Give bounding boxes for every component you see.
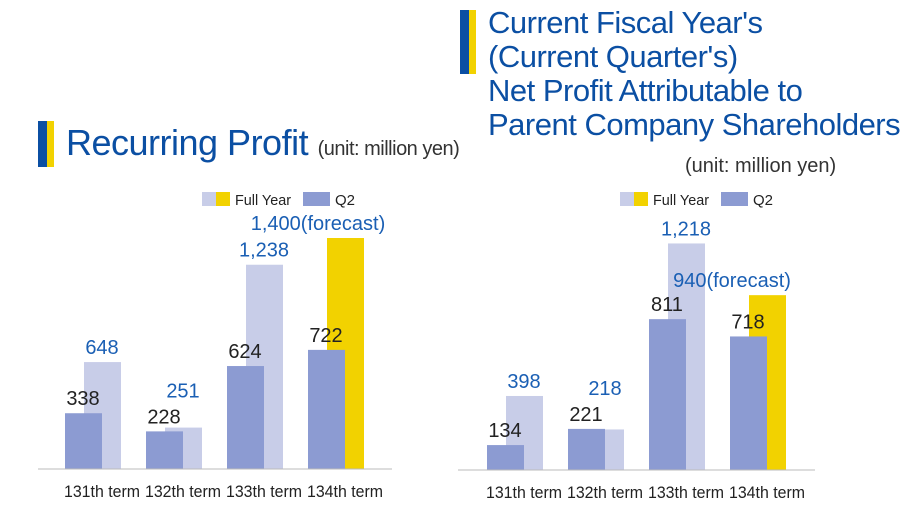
legend-swatch-forecast	[634, 192, 648, 206]
x-tick-label: 132th term	[145, 482, 221, 501]
chart-title-net-profit: Current Fiscal Year's (Current Quarter's…	[488, 6, 900, 142]
title-marker-icon	[38, 121, 54, 167]
legend-swatch-q2	[721, 192, 748, 206]
legend-label-full-year: Full Year	[235, 192, 291, 209]
chart-title: Recurring Profit	[66, 122, 309, 163]
legend-swatch-full-year	[620, 192, 634, 206]
data-label-full-year: 218	[588, 378, 621, 400]
bar-q2	[308, 349, 345, 469]
unit-label: (unit: million yen)	[317, 138, 460, 160]
title-line: Parent Company Shareholders	[488, 107, 900, 142]
data-label-q2: 718	[731, 311, 764, 333]
data-label-full-year: 251	[166, 380, 199, 402]
data-label-full-year: 1,400(forecast)	[251, 213, 386, 235]
data-label-q2: 722	[309, 325, 342, 347]
legend-label-full-year: Full Year	[653, 192, 709, 209]
x-tick-label: 131th term	[486, 483, 562, 502]
bar-q2	[649, 319, 686, 470]
bar-q2	[568, 428, 605, 470]
x-tick-label: 133th term	[226, 482, 302, 501]
bar-q2	[227, 366, 264, 469]
bar-q2	[730, 336, 767, 470]
title-line: Current Fiscal Year's	[488, 5, 763, 40]
x-tick-label: 131th term	[64, 482, 140, 501]
data-label-full-year: 648	[85, 337, 118, 359]
data-label-q2: 221	[569, 404, 602, 426]
unit-label: (unit: million yen)	[685, 155, 837, 177]
data-label-full-year: 398	[507, 371, 540, 393]
data-label-q2: 338	[66, 388, 99, 410]
data-label-q2: 811	[651, 294, 683, 316]
title-line: Net Profit Attributable to	[488, 73, 803, 108]
title-line: (Current Quarter's)	[488, 39, 738, 74]
legend-swatch-q2	[303, 192, 330, 206]
title-marker-icon	[460, 10, 476, 74]
legend-swatch-full-year	[202, 192, 216, 206]
x-tick-label: 134th term	[729, 483, 805, 502]
data-label-q2: 228	[147, 406, 180, 428]
bar-q2	[146, 431, 183, 469]
x-tick-label: 132th term	[567, 483, 643, 502]
x-tick-label: 133th term	[648, 483, 724, 502]
x-tick-label: 134th term	[307, 482, 383, 501]
data-label-q2: 134	[488, 420, 521, 442]
legend-swatch-forecast	[216, 192, 230, 206]
data-label-full-year: 940(forecast)	[673, 270, 791, 292]
legend-label-q2: Q2	[753, 192, 773, 209]
bar-q2	[487, 445, 524, 470]
data-label-full-year: 1,218	[661, 218, 711, 240]
data-label-full-year: 1,238	[239, 240, 289, 262]
chart-title-recurring-profit: Recurring Profit (unit: million yen)	[66, 122, 460, 164]
legend-label-q2: Q2	[335, 192, 355, 209]
bar-q2	[65, 413, 102, 469]
data-label-q2: 624	[228, 341, 261, 363]
